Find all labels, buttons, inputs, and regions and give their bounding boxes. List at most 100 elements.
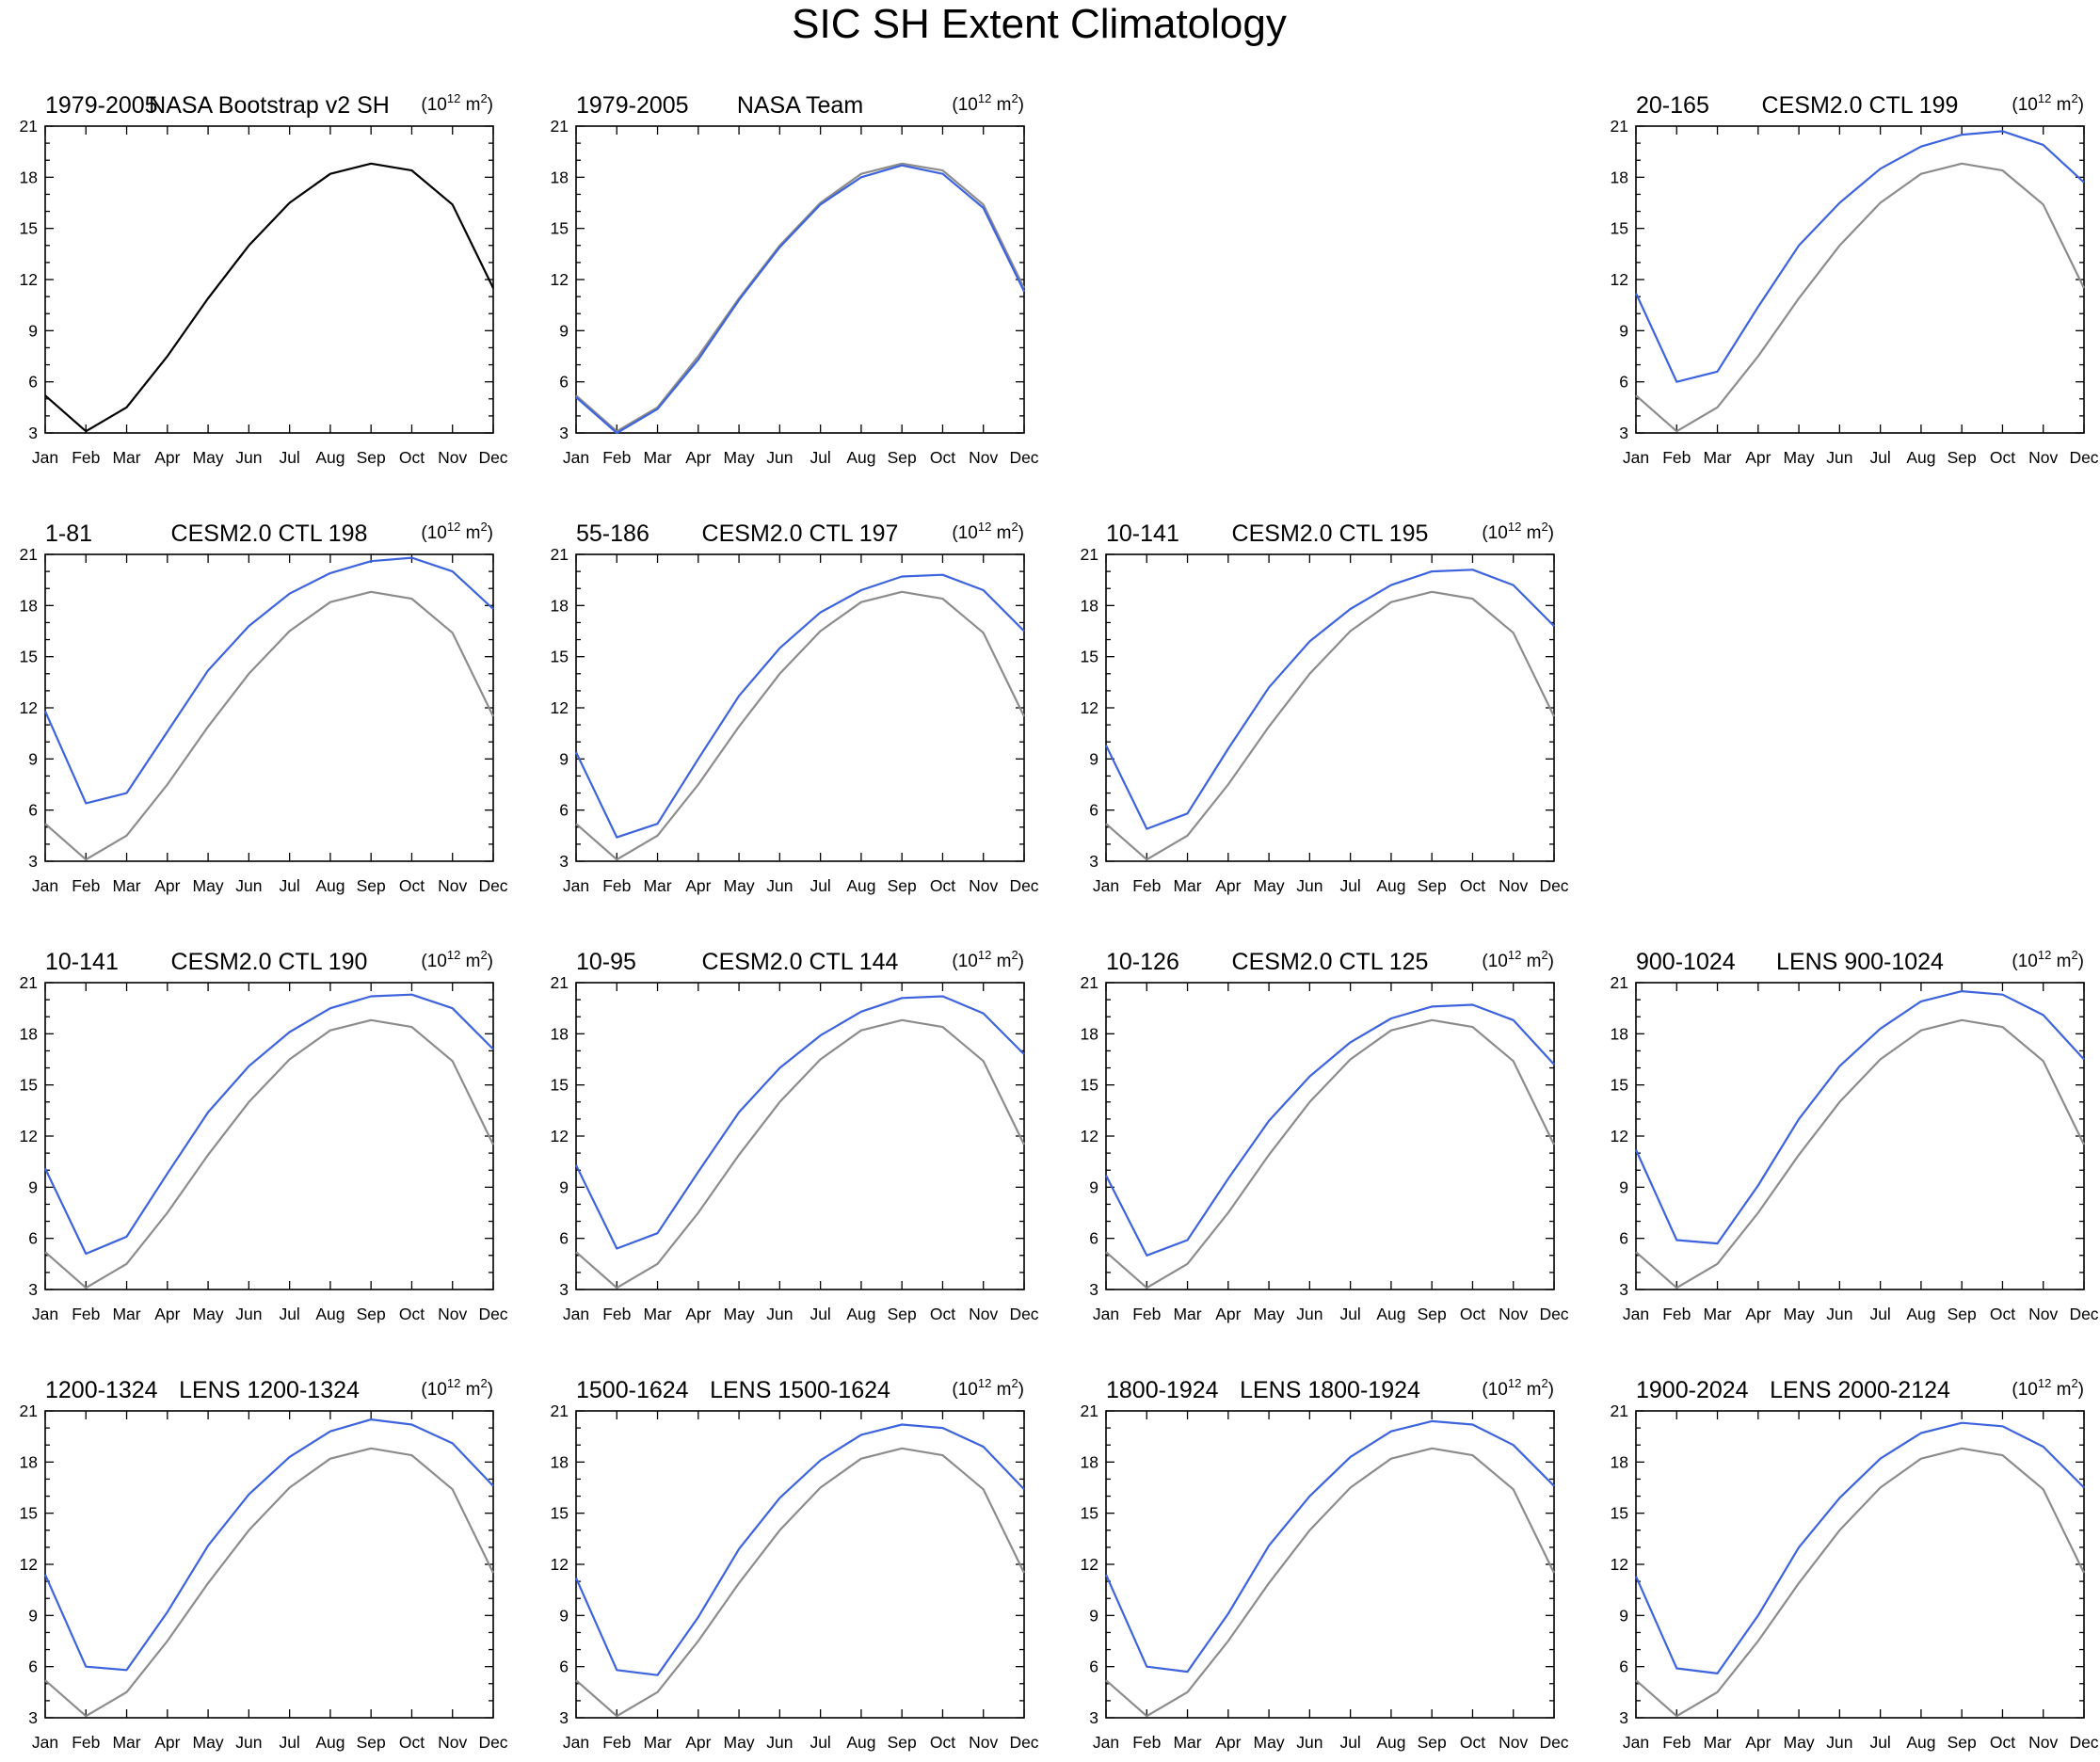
x-tick-label: Mar — [1173, 1305, 1201, 1323]
x-tick-label: Jan — [1623, 448, 1649, 467]
x-tick-label: Mar — [1703, 1733, 1731, 1752]
x-tick-label: Sep — [1418, 1733, 1447, 1752]
y-tick-label: 6 — [559, 373, 569, 392]
chart-panel: 900-1024 LENS 900-1024 (1012 m2) 3 6 9 12 15 18 2… — [1611, 948, 2099, 1323]
x-tick-label: Oct — [399, 448, 425, 467]
y-tick-label: 9 — [1619, 1177, 1628, 1196]
x-tick-label: Jun — [766, 876, 793, 895]
chart-panel: 1979-2005 NASA Team (1012 m2) 3 6 9 12 15 18 21 Ja… — [551, 91, 1039, 467]
x-tick-label: Oct — [399, 876, 425, 895]
plot-frame — [1635, 982, 2085, 1290]
x-tick-label: Jul — [279, 1305, 299, 1323]
x-tick-label: Mar — [112, 1733, 140, 1752]
x-tick-label: Nov — [2028, 1733, 2058, 1752]
y-tick-label: 12 — [1611, 1127, 1628, 1145]
x-tick-label: Nov — [969, 1733, 998, 1752]
panel-center-title: NASA Bootstrap v2 SH — [149, 92, 390, 119]
x-tick-label: Oct — [930, 448, 955, 467]
x-tick-label: Jun — [766, 448, 793, 467]
chart-panel: 10-141 CESM2.0 CTL 195 (1012 m2) 3 6 9 12 15 18 2… — [1081, 520, 1569, 895]
x-tick-label: Oct — [1460, 1733, 1485, 1752]
y-tick-label: 15 — [551, 648, 569, 666]
panel-center-title: CESM2.0 CTL 144 — [702, 949, 899, 975]
x-tick-label: Nov — [1499, 876, 1528, 895]
panel-units-label: (1012 m2) — [952, 1376, 1024, 1400]
y-tick-label: 3 — [559, 1708, 569, 1727]
chart-panel: 1200-1324 LENS 1200-1324 (1012 m2) 3 6 9 12 15 1… — [20, 1376, 508, 1752]
y-tick-label: 21 — [1611, 1402, 1628, 1420]
x-tick-label: Jul — [279, 448, 299, 467]
panel-center-title: NASA Team — [737, 92, 863, 119]
series-line-model — [1105, 569, 1555, 830]
panel-center-title: CESM2.0 CTL 197 — [702, 521, 899, 547]
panel-left-title: 900-1024 — [1636, 949, 1736, 975]
x-tick-label: Jan — [563, 876, 589, 895]
panel-center-title: LENS 900-1024 — [1776, 949, 1944, 975]
y-tick-label: 3 — [28, 424, 38, 442]
x-tick-label: Oct — [930, 876, 955, 895]
x-tick-label: Mar — [643, 448, 671, 467]
y-tick-label: 3 — [1089, 1708, 1098, 1727]
y-tick-label: 15 — [1081, 1076, 1098, 1095]
y-tick-label: 9 — [1089, 1177, 1098, 1196]
y-tick-label: 21 — [551, 973, 569, 992]
panel-units-label: (1012 m2) — [421, 91, 493, 115]
x-tick-label: Aug — [315, 1305, 345, 1323]
x-tick-label: Jun — [235, 448, 262, 467]
y-tick-label: 18 — [20, 1024, 38, 1043]
y-tick-label: 3 — [1089, 852, 1098, 871]
y-tick-label: 18 — [551, 168, 569, 186]
y-tick-label: 21 — [1081, 1402, 1098, 1420]
panel-left-title: 1979-2005 — [45, 92, 158, 119]
x-tick-label: Nov — [969, 1305, 998, 1323]
x-tick-label: Feb — [602, 876, 631, 895]
x-tick-label: Jun — [1826, 1733, 1852, 1752]
x-tick-label: Apr — [1745, 1733, 1771, 1752]
y-tick-label: 3 — [559, 424, 569, 442]
panel-left-title: 1800-1924 — [1106, 1377, 1219, 1403]
y-tick-label: 9 — [28, 749, 38, 768]
series-line-model — [1104, 1419, 1555, 1674]
y-tick-label: 3 — [28, 1280, 38, 1299]
y-tick-label: 18 — [551, 596, 569, 615]
panel-center-title: CESM2.0 CTL 195 — [1232, 521, 1429, 547]
series-line-model — [1635, 130, 2085, 383]
panel-center-title: CESM2.0 CTL 125 — [1232, 949, 1429, 975]
y-tick-label: 15 — [1611, 219, 1628, 238]
y-tick-label: 9 — [559, 1606, 569, 1625]
chart-panel: 20-165 CESM2.0 CTL 199 (1012 m2) 3 6 9 12 15 18 2… — [1611, 91, 2099, 467]
x-tick-label: Dec — [2069, 448, 2098, 467]
x-tick-label: Sep — [1418, 1305, 1447, 1323]
x-tick-label: Feb — [602, 1305, 631, 1323]
panel-left-title: 10-126 — [1106, 949, 1179, 975]
x-tick-label: Nov — [969, 876, 998, 895]
x-tick-label: Oct — [930, 1733, 955, 1752]
x-tick-label: Aug — [1906, 448, 1935, 467]
y-tick-label: 18 — [551, 1452, 569, 1471]
x-tick-label: Apr — [154, 1305, 180, 1323]
x-tick-label: Jan — [32, 876, 58, 895]
x-tick-label: Sep — [357, 1733, 386, 1752]
y-tick-label: 12 — [20, 270, 38, 289]
x-tick-label: Sep — [357, 1305, 386, 1323]
x-tick-label: Jun — [766, 1733, 793, 1752]
x-tick-label: Feb — [1662, 1305, 1691, 1323]
y-tick-label: 12 — [551, 698, 569, 717]
series-line-model — [44, 993, 494, 1256]
x-tick-label: Dec — [1009, 1305, 1038, 1323]
x-tick-label: Dec — [1009, 448, 1038, 467]
y-tick-label: 3 — [28, 852, 38, 871]
y-tick-label: 21 — [1611, 973, 1628, 992]
x-tick-label: May — [724, 1733, 755, 1752]
y-tick-label: 9 — [559, 749, 569, 768]
x-tick-label: Jun — [235, 1305, 262, 1323]
x-tick-label: Jul — [810, 448, 830, 467]
y-tick-label: 6 — [559, 1229, 569, 1248]
y-tick-label: 18 — [20, 168, 38, 186]
panel-center-title: LENS 1800-1924 — [1240, 1377, 1420, 1403]
plot-frame — [1105, 553, 1555, 862]
x-tick-label: Jul — [1339, 876, 1360, 895]
y-tick-label: 9 — [1089, 1606, 1098, 1625]
x-tick-label: Feb — [72, 1305, 100, 1323]
